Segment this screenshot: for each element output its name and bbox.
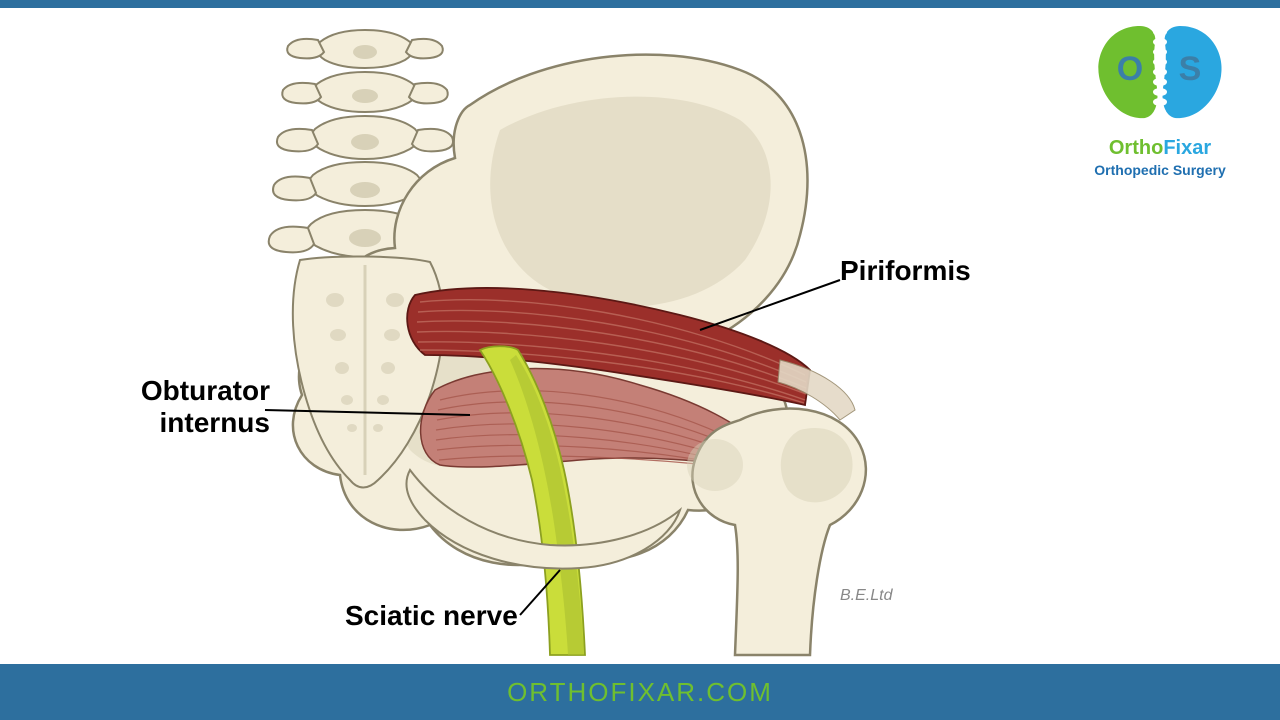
label-obturator-internus: Obturator internus — [130, 375, 270, 439]
logo-title: OrthoFixar — [1070, 137, 1250, 160]
label-sciatic-nerve: Sciatic nerve — [345, 600, 518, 632]
anatomy-diagram: B.E.Ltd Piriformis Obturator internus Sc… — [140, 10, 1060, 660]
svg-text:O: O — [1117, 50, 1143, 88]
logo-subtitle: Orthopedic Surgery — [1070, 162, 1250, 178]
illustration-credit: B.E.Ltd — [840, 587, 894, 604]
top-accent-bar — [0, 0, 1280, 8]
logo-title-part2: Fixar — [1163, 137, 1211, 159]
footer-url: ORTHOFIXAR.COM — [0, 677, 1280, 708]
svg-text:S: S — [1179, 50, 1202, 88]
femur — [687, 409, 866, 655]
brand-logo: O S OrthoFixar Orthopedic Surgery — [1070, 18, 1250, 178]
logo-title-part1: Ortho — [1109, 137, 1163, 159]
label-piriformis: Piriformis — [840, 255, 971, 287]
logo-icon: O S — [1085, 18, 1235, 128]
